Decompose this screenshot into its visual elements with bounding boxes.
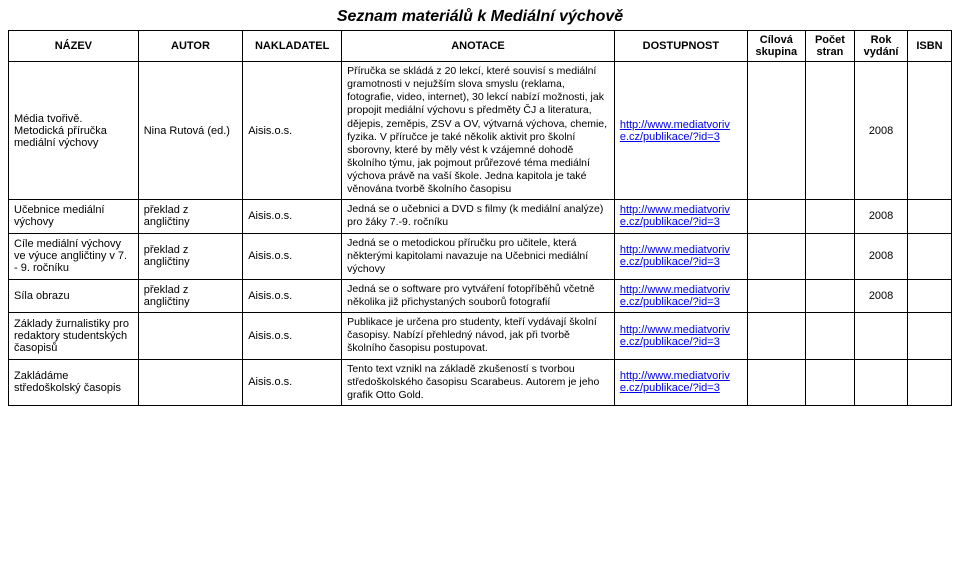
- cell-availability: http://www.mediatvorive.cz/publikace/?id…: [614, 279, 747, 312]
- col-isbn: ISBN: [907, 31, 951, 62]
- col-publisher: NAKLADATEL: [243, 31, 342, 62]
- cell-name: Zakládáme středoškolský časopis: [9, 359, 139, 405]
- col-year: Rok vydání: [855, 31, 908, 62]
- cell-year: [855, 359, 908, 405]
- col-annotation: ANOTACE: [342, 31, 615, 62]
- cell-author: překlad z angličtiny: [138, 279, 242, 312]
- cell-author: [138, 359, 242, 405]
- cell-author: překlad z angličtiny: [138, 200, 242, 233]
- cell-publisher: Aisis.o.s.: [243, 359, 342, 405]
- col-group: Cílová skupina: [747, 31, 805, 62]
- page-title: Seznam materiálů k Mediální výchově: [8, 8, 952, 26]
- cell-isbn: [907, 200, 951, 233]
- cell-annotation: Příručka se skládá z 20 lekcí, které sou…: [342, 62, 615, 200]
- table-row: Síla obrazupřeklad z angličtinyAisis.o.s…: [9, 279, 952, 312]
- cell-publisher: Aisis.o.s.: [243, 200, 342, 233]
- availability-link[interactable]: http://www.mediatvoriv: [620, 370, 730, 382]
- cell-publisher: Aisis.o.s.: [243, 233, 342, 279]
- availability-link[interactable]: http://www.mediatvoriv: [620, 244, 730, 256]
- cell-pages: [805, 313, 854, 359]
- cell-availability: http://www.mediatvorive.cz/publikace/?id…: [614, 200, 747, 233]
- cell-isbn: [907, 279, 951, 312]
- cell-isbn: [907, 313, 951, 359]
- cell-publisher: Aisis.o.s.: [243, 279, 342, 312]
- cell-year: 2008: [855, 200, 908, 233]
- cell-year: 2008: [855, 62, 908, 200]
- availability-link[interactable]: e.cz/publikace/?id=3: [620, 256, 720, 268]
- cell-group: [747, 313, 805, 359]
- availability-link[interactable]: http://www.mediatvoriv: [620, 284, 730, 296]
- cell-name: Média tvořivě. Metodická příručka mediál…: [9, 62, 139, 200]
- cell-annotation: Jedná se o učebnici a DVD s filmy (k med…: [342, 200, 615, 233]
- cell-pages: [805, 233, 854, 279]
- col-author: AUTOR: [138, 31, 242, 62]
- cell-group: [747, 359, 805, 405]
- cell-pages: [805, 200, 854, 233]
- availability-link[interactable]: e.cz/publikace/?id=3: [620, 216, 720, 228]
- cell-availability: http://www.mediatvorive.cz/publikace/?id…: [614, 233, 747, 279]
- cell-annotation: Jedná se o software pro vytváření fotopř…: [342, 279, 615, 312]
- availability-link[interactable]: e.cz/publikace/?id=3: [620, 336, 720, 348]
- cell-isbn: [907, 359, 951, 405]
- cell-availability: http://www.mediatvorive.cz/publikace/?id…: [614, 62, 747, 200]
- header-row: NÁZEV AUTOR NAKLADATEL ANOTACE DOSTUPNOS…: [9, 31, 952, 62]
- cell-year: 2008: [855, 233, 908, 279]
- cell-group: [747, 200, 805, 233]
- cell-year: [855, 313, 908, 359]
- cell-publisher: Aisis.o.s.: [243, 62, 342, 200]
- cell-group: [747, 279, 805, 312]
- cell-availability: http://www.mediatvorive.cz/publikace/?id…: [614, 313, 747, 359]
- table-row: Učebnice mediální výchovypřeklad z angli…: [9, 200, 952, 233]
- cell-group: [747, 233, 805, 279]
- table-row: Základy žurnalistiky pro redaktory stude…: [9, 313, 952, 359]
- cell-author: Nina Rutová (ed.): [138, 62, 242, 200]
- cell-pages: [805, 279, 854, 312]
- cell-name: Síla obrazu: [9, 279, 139, 312]
- cell-annotation: Publikace je určena pro studenty, kteří …: [342, 313, 615, 359]
- col-pages: Počet stran: [805, 31, 854, 62]
- cell-name: Cíle mediální výchovy ve výuce angličtin…: [9, 233, 139, 279]
- cell-publisher: Aisis.o.s.: [243, 313, 342, 359]
- availability-link[interactable]: http://www.mediatvoriv: [620, 204, 730, 216]
- cell-pages: [805, 359, 854, 405]
- availability-link[interactable]: http://www.mediatvoriv: [620, 119, 730, 131]
- availability-link[interactable]: e.cz/publikace/?id=3: [620, 296, 720, 308]
- availability-link[interactable]: e.cz/publikace/?id=3: [620, 382, 720, 394]
- cell-annotation: Jedná se o metodickou příručku pro učite…: [342, 233, 615, 279]
- cell-isbn: [907, 233, 951, 279]
- cell-isbn: [907, 62, 951, 200]
- cell-annotation: Tento text vznikl na základě zkušeností …: [342, 359, 615, 405]
- cell-author: [138, 313, 242, 359]
- table-row: Média tvořivě. Metodická příručka mediál…: [9, 62, 952, 200]
- materials-table: NÁZEV AUTOR NAKLADATEL ANOTACE DOSTUPNOS…: [8, 30, 952, 406]
- table-row: Cíle mediální výchovy ve výuce angličtin…: [9, 233, 952, 279]
- cell-pages: [805, 62, 854, 200]
- table-row: Zakládáme středoškolský časopis Aisis.o.s…: [9, 359, 952, 405]
- col-availability: DOSTUPNOST: [614, 31, 747, 62]
- cell-year: 2008: [855, 279, 908, 312]
- cell-author: překlad z angličtiny: [138, 233, 242, 279]
- cell-name: Základy žurnalistiky pro redaktory stude…: [9, 313, 139, 359]
- cell-availability: http://www.mediatvorive.cz/publikace/?id…: [614, 359, 747, 405]
- cell-group: [747, 62, 805, 200]
- cell-name: Učebnice mediální výchovy: [9, 200, 139, 233]
- availability-link[interactable]: e.cz/publikace/?id=3: [620, 131, 720, 143]
- availability-link[interactable]: http://www.mediatvoriv: [620, 324, 730, 336]
- col-name: NÁZEV: [9, 31, 139, 62]
